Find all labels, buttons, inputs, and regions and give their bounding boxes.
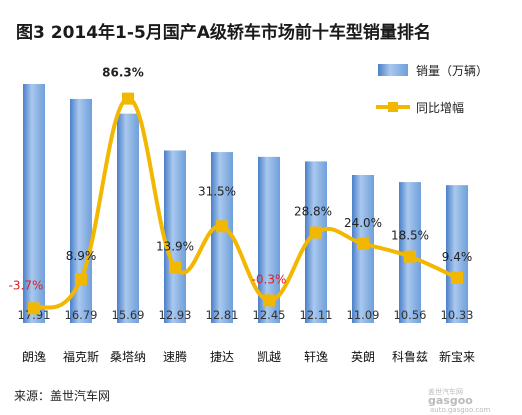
watermark-url: auto.gasgoo.com <box>430 406 490 414</box>
bar-4 <box>164 150 186 323</box>
growth-value-label: 8.9% <box>66 249 97 263</box>
category-label: 朗逸 <box>22 350 46 364</box>
legend-line-label: 同比增幅 <box>416 100 464 115</box>
growth-markers <box>28 92 463 315</box>
growth-marker-3 <box>122 92 134 105</box>
legend-bar-label: 销量（万辆） <box>416 64 488 78</box>
bar-value-label: 10.33 <box>441 308 474 322</box>
legend: 销量（万辆） 同比增幅 <box>376 64 488 115</box>
growth-value-label: 18.5% <box>391 229 429 243</box>
category-label: 桑塔纳 <box>110 350 146 364</box>
watermark-brand: gasgoo <box>428 394 473 407</box>
growth-value-labels: -3.7% 8.9% 86.3% 13.9% 31.5% -0.3% 28.8% 24.0% 1… <box>9 66 473 293</box>
growth-marker-7 <box>310 226 322 239</box>
growth-value-label: 9.4% <box>442 250 473 264</box>
bar-1 <box>23 84 45 323</box>
growth-marker-10 <box>451 271 463 284</box>
growth-value-label: 86.3% <box>102 66 144 80</box>
growth-value-label: -0.3% <box>252 272 287 286</box>
bar-5 <box>211 152 233 323</box>
category-label: 速腾 <box>163 349 187 364</box>
category-label: 轩逸 <box>304 350 328 364</box>
growth-marker-4 <box>169 261 181 274</box>
growth-marker-1 <box>28 302 40 315</box>
growth-marker-8 <box>357 237 369 250</box>
watermark-cn: 盖世汽车网 <box>428 387 463 396</box>
growth-marker-2 <box>75 272 87 285</box>
category-label: 英朗 <box>351 350 375 364</box>
category-label: 凯越 <box>257 350 281 364</box>
bar-value-label: 12.93 <box>159 308 192 322</box>
growth-marker-6 <box>263 294 275 307</box>
bar-value-label: 12.81 <box>206 308 239 322</box>
bar-value-label: 11.09 <box>347 308 380 322</box>
bar-series <box>23 84 468 324</box>
bar-value-label: 15.69 <box>112 308 145 322</box>
category-label: 捷达 <box>210 350 234 364</box>
bar-3 <box>117 113 139 324</box>
growth-value-label: -3.7% <box>9 278 44 292</box>
category-label: 福克斯 <box>63 349 99 364</box>
bar-value-label: 12.11 <box>300 308 333 322</box>
growth-value-label: 28.8% <box>294 205 332 219</box>
source-note: 来源：盖世汽车网 <box>14 388 110 403</box>
bar-10 <box>446 185 468 323</box>
chart-title: 图3 2014年1-5月国产A级轿车市场前十车型销量排名 <box>16 22 431 43</box>
legend-bar-swatch <box>378 64 408 76</box>
bar-value-label: 16.79 <box>65 308 98 322</box>
bar-value-label: 12.45 <box>253 308 286 322</box>
growth-marker-5 <box>216 220 228 233</box>
bar-value-label: 17.91 <box>18 308 51 322</box>
growth-marker-9 <box>404 250 416 263</box>
bar-value-label: 10.56 <box>394 308 427 322</box>
bar-value-labels: 17.91 16.79 15.69 12.93 12.81 12.45 12.11 11.09… <box>18 308 474 322</box>
category-labels: 朗逸 福克斯 桑塔纳 速腾 捷达 凯越 轩逸 英朗 科鲁兹 新宝来 <box>22 349 475 364</box>
category-label: 新宝来 <box>439 349 475 364</box>
watermark-logo: 盖世汽车网 gasgoo auto.gasgoo.com <box>428 387 490 414</box>
growth-value-label: 31.5% <box>198 184 236 198</box>
legend-line-marker <box>388 102 398 112</box>
category-label: 科鲁兹 <box>392 350 428 364</box>
bar-7 <box>305 161 327 323</box>
growth-value-label: 24.0% <box>344 216 382 230</box>
growth-value-label: 13.9% <box>156 239 194 253</box>
bar-6 <box>258 156 280 323</box>
growth-line <box>32 96 459 311</box>
